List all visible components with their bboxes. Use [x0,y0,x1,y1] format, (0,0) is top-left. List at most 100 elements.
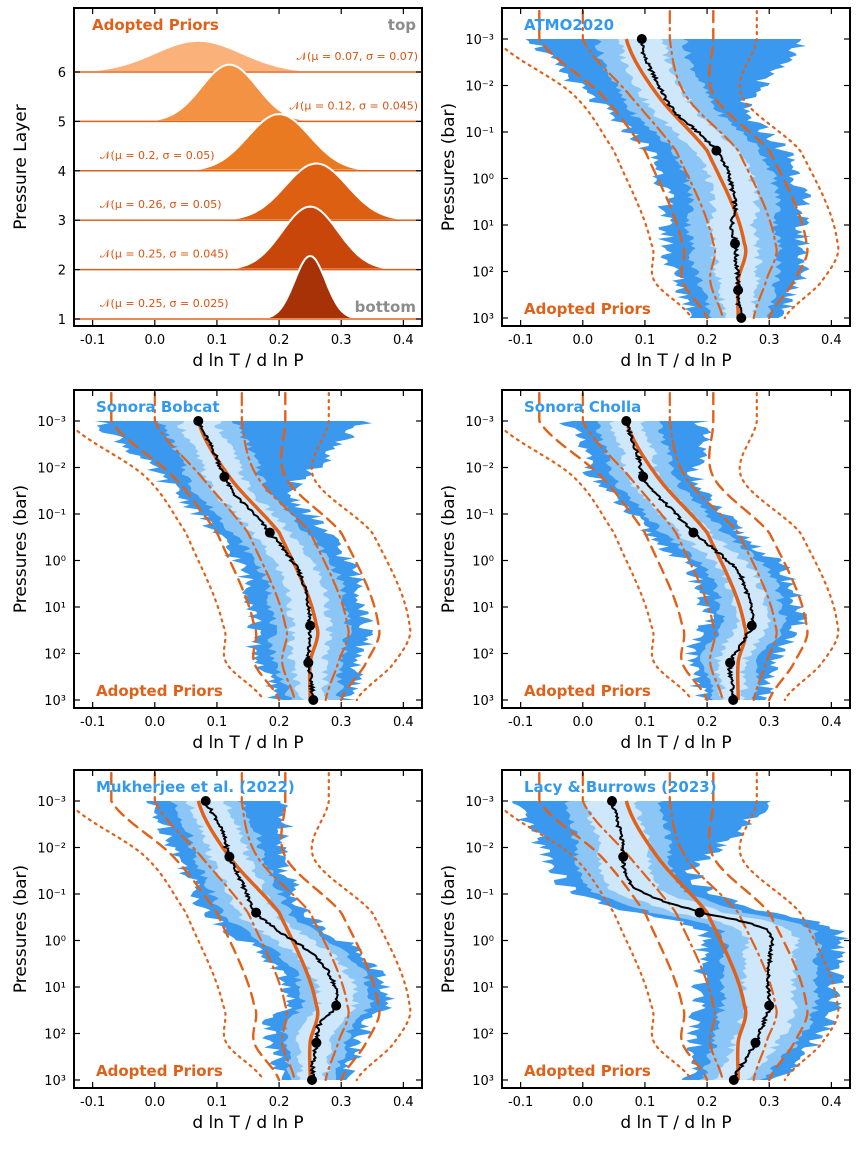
panel-title: Sonora Bobcat [96,398,220,416]
prior-3sigma-dotted-left [502,426,693,702]
x-tick-label: 0.3 [331,1095,352,1110]
plot-area [502,9,840,323]
prior-mean-line [624,800,748,1080]
y-tick-label: 10³ [44,1074,66,1089]
median-profile-line [640,38,743,319]
y-tick-label: 10¹ [472,601,494,616]
prior-3sigma-dotted-left [502,44,693,320]
y-tick-label: 10⁻¹ [37,888,66,903]
x-tick-label: 0.2 [697,333,718,348]
prior-mean-line [196,420,320,700]
x-tick-label: 0.3 [759,1095,780,1110]
y-tick-label: 10⁻³ [37,795,66,810]
prior-1sigma-dashdot-left [581,10,724,320]
layer-1-label: 𝒩(μ = 0.25, σ = 0.025) [100,297,229,310]
y-tick-label: 10² [472,1028,494,1043]
adopted-priors-label: Adopted Priors [96,1062,223,1080]
median-node-3 [730,238,740,249]
prior-1sigma-dashdot-left [581,772,724,1082]
y-tick-label: 10² [44,648,66,663]
y-tick-label: 10⁻³ [465,795,494,810]
y-tick-label: 5 [58,115,66,130]
median-node-6 [728,695,739,705]
y-tick-label: 10³ [44,694,66,709]
prior-1sigma-dashdot-right [668,392,778,702]
median-node-3 [688,527,699,538]
y-tick-label: 10⁰ [472,555,494,570]
panel-title: Mukherjee et al. (2022) [96,778,295,796]
median-node-4 [764,1000,775,1011]
prior-3sigma-dotted-right [738,392,840,702]
prior-1sigma-dashdot-right [240,392,350,702]
prior-1sigma-dashdot-right [668,772,778,1082]
layer-5-label: 𝒩(μ = 0.12, σ = 0.045) [290,99,419,112]
prior-2sigma-dashed-left [110,771,281,1082]
x-tick-label: 0.4 [821,1095,842,1110]
x-tick-label: 0.0 [572,1095,593,1110]
y-tick-label: 10¹ [44,981,66,996]
plot-area [502,391,840,705]
x-tick-label: 0.0 [144,715,165,730]
x-tick-label: -0.1 [80,333,105,348]
prior-1sigma-dashdot-right [668,10,778,320]
median-node-4 [746,620,757,631]
median-node-5 [311,1037,322,1048]
panel-atmo2020: ATMO2020 Adopted Priors -0.1 0.0 0.1 0.2 0.3 0.… [439,7,851,371]
x-tick-label: 0.1 [207,333,228,348]
layer-3-density [74,162,423,222]
y-axis-label: Pressures (bar) [439,485,459,613]
x-tick-label: 0.4 [821,333,842,348]
prior-3sigma-dotted-right [310,392,412,702]
prior-mean-line [624,38,748,318]
median-node-6 [728,1075,739,1085]
prior-2sigma-dashed-left [110,391,281,702]
median-node-6 [307,1075,317,1085]
median-node-1 [621,416,632,426]
median-node-3 [251,907,262,918]
x-tick-label: 0.1 [207,1095,228,1110]
median-node-5 [750,1037,761,1048]
x-tick-label: 0.0 [144,1095,165,1110]
adopted-priors-label: Adopted Priors [524,300,651,318]
y-tick-label: 10² [44,1028,66,1043]
y-tick-label: 10⁰ [472,173,494,188]
x-tick-label: 0.4 [393,333,414,348]
panel-frame [501,769,851,1089]
y-tick-label: 10⁻³ [465,415,494,430]
prior-1sigma-dashdot-left [153,392,296,702]
x-tick-label: -0.1 [508,715,533,730]
median-profile-line [609,800,775,1081]
median-node-5 [725,657,736,668]
panel-sonora-cholla: Sonora Cholla Adopted Priors -0.1 0.0 0.1 0.2… [439,389,851,753]
x-axis-label: d ln T / d ln P [192,351,303,371]
panel-lacy-burrows-2023-: Lacy & Burrows (2023) Adopted Priors -0.1 0… [439,769,851,1133]
prior-2sigma-dashed-left [538,391,709,702]
y-tick-label: 10⁻² [37,842,66,857]
median-node-1 [193,416,204,426]
y-tick-label: 10² [472,266,494,281]
x-tick-label: -0.1 [80,715,105,730]
x-tick-label: 0.0 [572,715,593,730]
adopted-priors-label: Adopted Priors [524,682,651,700]
median-node-5 [303,657,314,668]
y-tick-label: 10² [472,648,494,663]
x-tick-label: -0.1 [508,1095,533,1110]
x-tick-label: 0.2 [269,1095,290,1110]
adopted-priors-label: Adopted Priors [524,1062,651,1080]
y-tick-label: 10³ [472,312,494,327]
x-tick-label: 0.4 [393,715,414,730]
credible-band-1sigma [177,421,333,700]
median-node-4 [733,285,744,296]
plot-area [74,391,412,705]
median-node-3 [264,527,275,538]
panel-frame [501,389,851,709]
median-node-4 [331,1000,342,1011]
panel-frame [73,389,423,709]
x-tick-label: 0.3 [759,715,780,730]
x-tick-label: 0.2 [697,715,718,730]
y-tick-label: 10⁻² [465,842,494,857]
x-tick-label: 0.4 [821,715,842,730]
layer-2-label: 𝒩(μ = 0.25, σ = 0.045) [100,248,229,261]
x-tick-label: 0.3 [331,715,352,730]
